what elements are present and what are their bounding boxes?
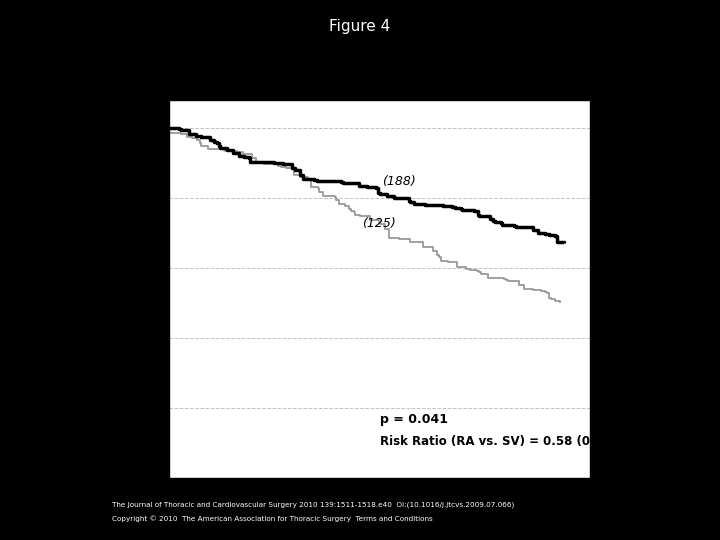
Text: RA: RA [593,228,610,241]
Text: (125): (125) [362,217,396,230]
Text: (188): (188) [382,174,415,187]
Text: Risk Ratio (RA vs. SV) = 0.58 (0.35 - 0.98): Risk Ratio (RA vs. SV) = 0.58 (0.35 - 0.… [380,435,659,449]
Text: Figure 4: Figure 4 [329,19,391,34]
Text: Propensity-Adjusted Late Survival: Propensity-Adjusted Late Survival [246,58,513,72]
Text: (@ mean of covariates): (@ mean of covariates) [307,81,453,94]
Text: Copyright © 2010  The American Association for Thoracic Surgery  Terms and Condi: Copyright © 2010 The American Associatio… [112,516,432,522]
Text: SV: SV [593,290,610,303]
Text: p = 0.041: p = 0.041 [380,413,448,426]
Y-axis label: Estimated Survival  (Fraction): Estimated Survival (Fraction) [120,196,133,382]
X-axis label: Years after Redo CABG: Years after Redo CABG [290,507,469,521]
Text: The Journal of Thoracic and Cardiovascular Surgery 2010 139:1511-1518.e40  OI:(1: The Journal of Thoracic and Cardiovascul… [112,501,514,508]
